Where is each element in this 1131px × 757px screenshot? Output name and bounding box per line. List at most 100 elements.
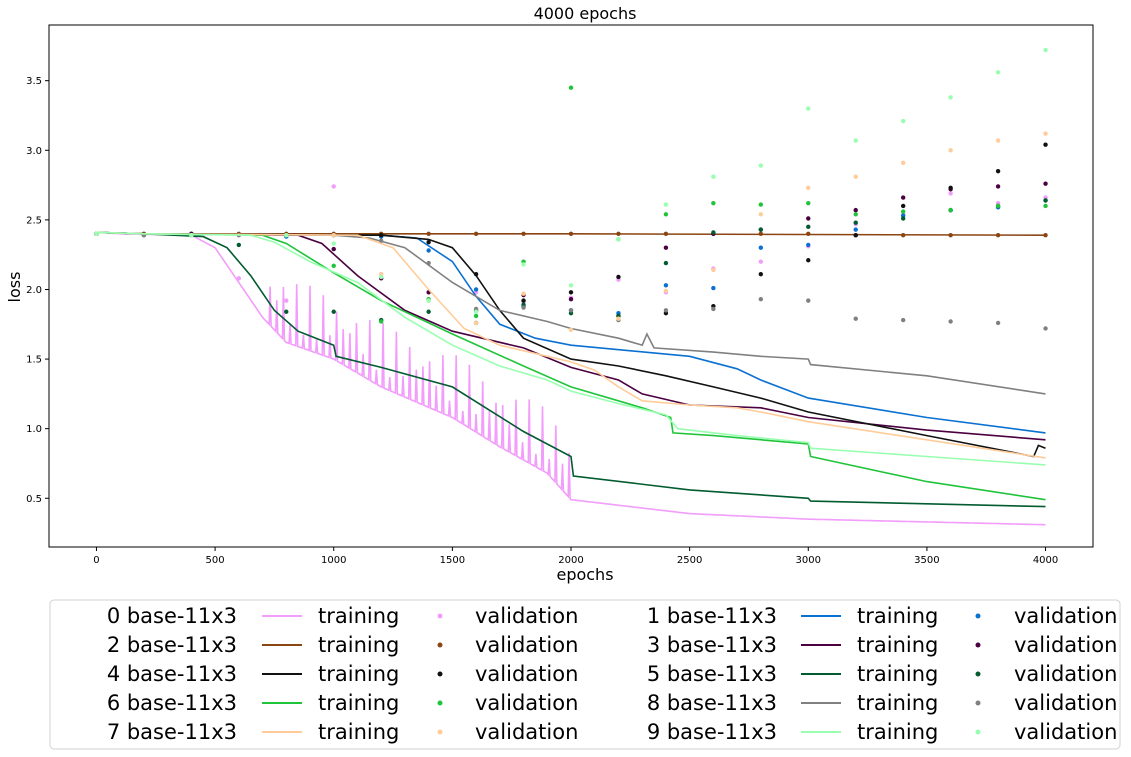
- validation-point: [284, 298, 289, 303]
- validation-point: [189, 232, 194, 238]
- validation-point: [711, 230, 716, 235]
- validation-point: [995, 232, 1001, 238]
- validation-point: [806, 298, 811, 303]
- legend-series-name: 3 base-11x3: [647, 633, 777, 657]
- validation-point: [806, 224, 811, 230]
- validation-point: [900, 160, 906, 166]
- legend-series-name: 5 base-11x3: [647, 662, 777, 686]
- legend-training-label: training: [318, 604, 399, 628]
- validation-point: [853, 207, 858, 213]
- validation-point: [806, 216, 811, 221]
- legend-validation-label: validation: [475, 662, 578, 686]
- validation-point: [473, 231, 479, 236]
- validation-point: [331, 232, 336, 238]
- validation-point: [758, 231, 764, 236]
- validation-point: [378, 238, 384, 243]
- validation-point: [473, 309, 479, 314]
- validation-point: [806, 258, 811, 263]
- validation-point: [568, 231, 574, 236]
- validation-point: [616, 231, 621, 236]
- validation-point: [995, 168, 1001, 174]
- legend-training-label: training: [318, 691, 399, 715]
- validation-point: [426, 239, 431, 245]
- validation-point: [995, 320, 1001, 326]
- legend-dot-swatch: [975, 729, 981, 735]
- legend-validation-label: validation: [475, 604, 578, 628]
- validation-point: [284, 309, 289, 314]
- validation-point: [758, 202, 764, 207]
- legend-dot-swatch: [975, 613, 981, 619]
- legend-series-name: 8 base-11x3: [647, 691, 777, 715]
- training-line: [96, 231, 1046, 526]
- training-line: [96, 231, 1046, 508]
- validation-point: [853, 174, 858, 179]
- validation-point: [853, 138, 858, 143]
- validation-point: [473, 320, 479, 326]
- legend-training-label: training: [318, 662, 399, 686]
- legend-training-label: training: [318, 633, 399, 657]
- validation-point: [236, 276, 242, 281]
- y-tick-label: 3.0: [26, 146, 42, 157]
- chart-title: 4000 epochs: [534, 4, 637, 23]
- x-tick-label: 3000: [796, 555, 821, 566]
- legend-series-name: 7 base-11x3: [107, 720, 237, 744]
- training-line: [96, 231, 1046, 441]
- legend-box: [49, 599, 1121, 750]
- validation-point: [331, 263, 336, 269]
- y-tick-label: 2.0: [26, 285, 42, 296]
- legend-dot-swatch: [437, 671, 443, 677]
- validation-point: [94, 231, 99, 236]
- validation-point: [853, 212, 858, 217]
- validation-point: [900, 232, 906, 238]
- validation-point: [806, 185, 811, 191]
- validation-point: [426, 298, 431, 303]
- validation-point: [1043, 131, 1048, 136]
- legend-series-name: 0 base-11x3: [107, 604, 237, 628]
- validation-point: [663, 245, 669, 250]
- legend-training-label: training: [318, 720, 399, 744]
- validation-point: [995, 70, 1001, 75]
- validation-point: [473, 287, 479, 292]
- legend-entry: 1 base-11x3 training validation: [647, 604, 1118, 628]
- legend-series-name: 6 base-11x3: [107, 691, 237, 715]
- y-tick-label: 2.5: [26, 215, 42, 226]
- validation-point: [616, 237, 621, 242]
- legend-validation-label: validation: [1014, 720, 1117, 744]
- validation-point: [521, 291, 526, 296]
- legend-training-label: training: [857, 662, 938, 686]
- series-group: [94, 131, 1048, 459]
- x-tick-label: 3500: [914, 555, 939, 566]
- legend-training-label: training: [857, 720, 938, 744]
- x-tick-label: 0: [93, 555, 99, 566]
- validation-point: [568, 283, 574, 288]
- y-tick-label: 3.5: [26, 76, 42, 87]
- legend-validation-label: validation: [1014, 691, 1117, 715]
- validation-point: [758, 297, 764, 302]
- validation-point: [568, 327, 574, 333]
- legend-entry: 7 base-11x3 training validation: [107, 720, 579, 744]
- validation-point: [758, 259, 764, 264]
- legend-series-name: 4 base-11x3: [107, 662, 237, 686]
- x-tick-label: 2500: [677, 555, 702, 566]
- legend-series-name: 9 base-11x3: [647, 720, 777, 744]
- legend-training-label: training: [857, 604, 938, 628]
- validation-point: [663, 283, 669, 288]
- validation-point: [711, 285, 716, 291]
- training-line: [96, 231, 1046, 466]
- validation-point: [900, 195, 906, 200]
- x-tick-label: 2000: [558, 555, 583, 566]
- validation-point: [1043, 198, 1048, 203]
- series-layer: [94, 47, 1048, 526]
- validation-point: [853, 227, 858, 232]
- validation-point: [806, 200, 811, 206]
- legend-validation-label: validation: [1014, 604, 1117, 628]
- validation-point: [711, 174, 716, 179]
- validation-point: [806, 231, 811, 236]
- y-axis-label: loss: [5, 272, 24, 303]
- validation-point: [1043, 142, 1048, 147]
- validation-point: [378, 232, 384, 238]
- validation-point: [948, 95, 953, 100]
- validation-point: [853, 220, 858, 225]
- validation-point: [568, 297, 574, 302]
- validation-point: [1043, 203, 1048, 209]
